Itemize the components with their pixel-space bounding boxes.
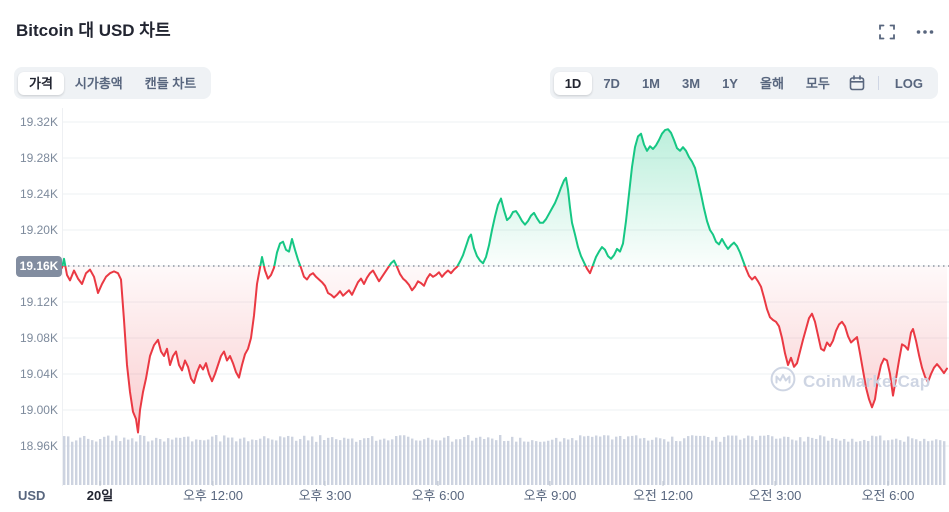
y-axis-tick-label: 18.96K: [19, 439, 58, 453]
fullscreen-icon[interactable]: [877, 22, 897, 42]
x-axis-tick-label: 오전 12:00: [632, 488, 694, 503]
range-button-1y[interactable]: 1Y: [722, 75, 738, 91]
range-button-1d[interactable]: 1D: [553, 71, 593, 95]
x-axis-tick-label: 오후 3:00: [298, 488, 352, 503]
range-button-log[interactable]: LOG: [894, 75, 923, 91]
x-axis-tick-label: 오후 12:00: [182, 488, 244, 503]
y-axis-tick-label: 19.04K: [19, 367, 58, 381]
x-axis-tick-label: 오후 6:00: [411, 488, 465, 503]
range-button-1m[interactable]: 1M: [641, 75, 661, 91]
currency-label: USD: [18, 488, 46, 503]
range-button-모두[interactable]: 모두: [805, 75, 830, 91]
x-axis-tick-label: 20일: [86, 488, 114, 503]
range-button-3m[interactable]: 3M: [682, 75, 701, 91]
calendar-icon[interactable]: [841, 72, 873, 94]
y-axis-tick-label: 19.12K: [19, 295, 58, 309]
price-chart: [0, 104, 949, 512]
x-axis-tick-label: 오전 6:00: [861, 488, 915, 503]
header-actions: [877, 22, 935, 42]
y-axis-tick-label: 19.00K: [19, 403, 58, 417]
range-button-올해[interactable]: 올해: [759, 75, 784, 91]
x-axis-tick-label: 오전 3:00: [748, 488, 802, 503]
y-axis-tick-label: 19.08K: [19, 331, 58, 345]
y-axis-tick-label: 19.28K: [19, 151, 58, 165]
tab-price[interactable]: 가격: [18, 71, 64, 95]
more-options-icon[interactable]: [915, 22, 935, 42]
time-range-controls: 1D 7D 1M 3M 1Y 올해 모두 LOG: [549, 67, 938, 99]
tab-market-cap[interactable]: 시가총액: [74, 75, 123, 91]
y-axis-tick-label: 19.20K: [19, 223, 58, 237]
range-divider: [877, 76, 879, 90]
page-title: Bitcoin 대 USD 차트: [16, 21, 171, 40]
range-button-7d[interactable]: 7D: [603, 75, 620, 91]
y-axis-tick-label: 19.32K: [19, 115, 58, 129]
current-price-badge: 19.16K: [16, 255, 62, 277]
y-axis-tick-label: 19.24K: [19, 187, 58, 201]
tab-candle-chart[interactable]: 캔들 차트: [144, 75, 197, 91]
chart-type-tabs: 가격 시가총액 캔들 차트: [14, 67, 212, 99]
x-axis-tick-label: 오후 9:00: [523, 488, 577, 503]
